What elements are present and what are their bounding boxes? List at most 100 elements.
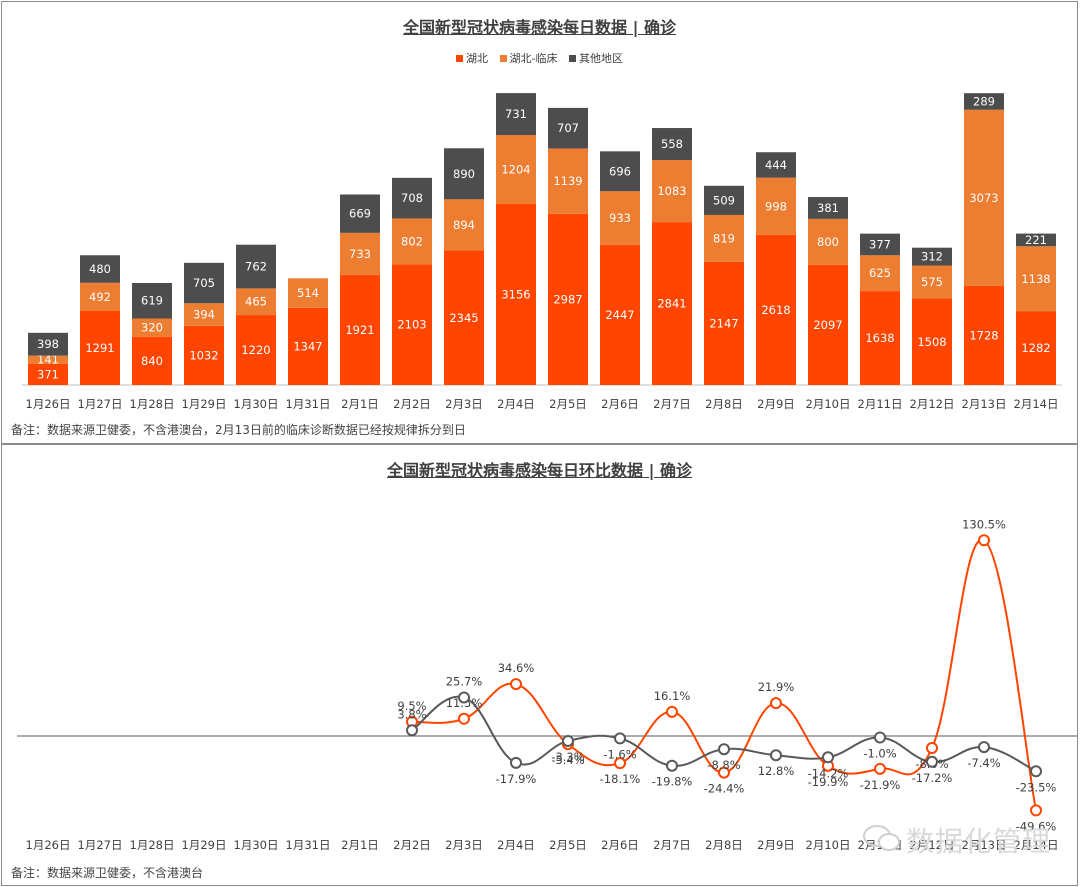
bar-segment: [912, 298, 952, 385]
line-point: [874, 762, 886, 775]
bar-segment: [496, 204, 536, 385]
bar-data-label: 1282: [1021, 341, 1050, 355]
bar-segment: [600, 191, 640, 245]
line-data-label: -19.9%: [808, 775, 849, 789]
line-x-tick-label: 2月5日: [549, 838, 587, 852]
line-data-label: -23.5%: [1016, 780, 1057, 794]
bar-segment: [860, 233, 900, 256]
bar-data-label: 492: [89, 290, 111, 304]
bar-data-label: 398: [37, 337, 59, 351]
line-point: [666, 759, 678, 772]
bar-segment: [652, 160, 692, 223]
line-point: [458, 712, 470, 725]
line-x-tick-label: 1月27日: [78, 838, 123, 852]
line-x-tick-label: 2月14日: [1014, 838, 1059, 852]
bar-data-label: 371: [37, 367, 59, 381]
bar-x-tick-label: 2月7日: [653, 397, 691, 411]
bar-segment: [444, 250, 484, 385]
bar-x-tick-label: 2月6日: [601, 397, 639, 411]
bar-segment: [184, 325, 224, 385]
watermark-text: 数据化管理: [906, 825, 1052, 858]
bar-segment: [1016, 233, 1056, 247]
bar-segment: [132, 318, 172, 337]
bar-segment: [392, 264, 432, 385]
line-data-label: -17.9%: [496, 772, 537, 786]
bar-data-label: 1638: [865, 331, 894, 345]
line-point: [978, 534, 990, 547]
bar-segment: [184, 262, 224, 304]
bar-data-label: 733: [349, 247, 371, 261]
line-x-tick-label: 1月30日: [234, 838, 279, 852]
bar-data-label: 480: [89, 262, 111, 276]
bar-data-label: 377: [869, 237, 891, 251]
bar-data-label: 1139: [553, 174, 582, 188]
bar-segment: [496, 93, 536, 136]
legend-item-other: 其他地区: [568, 50, 623, 66]
bar-data-label: 381: [817, 201, 839, 215]
legend-item-hubei: 湖北: [456, 50, 488, 66]
line-point: [822, 751, 834, 764]
bar-data-label: 3156: [501, 288, 530, 302]
bar-data-label: 1204: [501, 163, 530, 177]
line-data-label: -24.4%: [704, 782, 745, 796]
bar-x-tick-label: 1月31日: [286, 397, 331, 411]
bar-data-label: 2147: [709, 316, 738, 330]
line-x-tick-label: 2月4日: [497, 838, 535, 852]
line-chart-note: 备注：数据来源卫健委，不含港澳台: [11, 866, 204, 880]
bar-data-label: 2097: [813, 318, 842, 332]
line-data-label: 130.5%: [962, 517, 1006, 531]
line-x-tick-label: 2月9日: [757, 838, 795, 852]
bar-segment: [80, 282, 120, 311]
line-x-tick-label: 1月31日: [286, 838, 331, 852]
bar-segment: [28, 332, 68, 356]
bar-data-label: 802: [401, 234, 423, 248]
line-chart-title: 全国新型冠状病毒感染每日环比数据 | 确诊: [387, 461, 692, 480]
bar-x-tick-label: 2月5日: [549, 397, 587, 411]
line-data-label: -8.8%: [707, 758, 740, 772]
bar-segment: [704, 214, 744, 262]
bar-x-tick-label: 1月27日: [78, 397, 123, 411]
line-x-tick-label: 2月12日: [910, 838, 955, 852]
bar-data-label: 669: [349, 207, 371, 221]
bar-chart-note: 备注：数据来源卫健委，不含港澳台，2月13日前的临床诊断数据已经按规律拆分到日: [11, 423, 466, 437]
bar-data-label: 575: [921, 275, 943, 289]
bar-segment: [1016, 311, 1056, 385]
bar-data-label: 2103: [397, 318, 426, 332]
line-data-label: 12.8%: [758, 764, 795, 778]
bar-segment: [548, 213, 588, 385]
bar-x-tick-label: 2月11日: [858, 397, 903, 411]
bar-x-tick-label: 1月30日: [234, 397, 279, 411]
bar-data-label: 705: [193, 276, 215, 290]
bar-data-label: 819: [713, 231, 735, 245]
bar-x-tick-label: 2月9日: [757, 397, 795, 411]
bar-segment: [912, 265, 952, 299]
bar-x-tick-label: 2月14日: [1014, 397, 1059, 411]
legend-swatch-other: [568, 54, 576, 62]
bar-segment: [496, 135, 536, 205]
bar-x-tick-label: 2月10日: [806, 397, 851, 411]
legend-item-hubei-clinical: 湖北-临床: [499, 50, 557, 66]
bar-x-tick-label: 1月29日: [182, 397, 227, 411]
bar-x-tick-label: 1月28日: [130, 397, 175, 411]
bar-segment: [132, 283, 172, 319]
line-point: [926, 742, 938, 754]
line-point: [510, 756, 522, 769]
bar-x-tick-label: 2月13日: [962, 397, 1007, 411]
line-x-tick-label: 1月26日: [26, 838, 71, 852]
bar-segment: [548, 148, 588, 214]
line-point: [1030, 765, 1042, 778]
bar-segment: [964, 285, 1004, 385]
line-point: [406, 724, 418, 737]
line-data-label: -3.3%: [551, 750, 584, 764]
line-point: [770, 697, 782, 710]
line-data-label: 34.6%: [498, 661, 535, 675]
bar-segment: [392, 177, 432, 219]
bar-data-label: 1347: [293, 339, 322, 353]
bar-chart-legend: 湖北 湖北-临床 其他地区: [2, 50, 1077, 66]
line-data-label: -1.6%: [603, 747, 636, 761]
bar-data-label: 1220: [241, 343, 270, 357]
bar-data-label: 509: [713, 193, 735, 207]
bar-data-label: 619: [141, 294, 163, 308]
